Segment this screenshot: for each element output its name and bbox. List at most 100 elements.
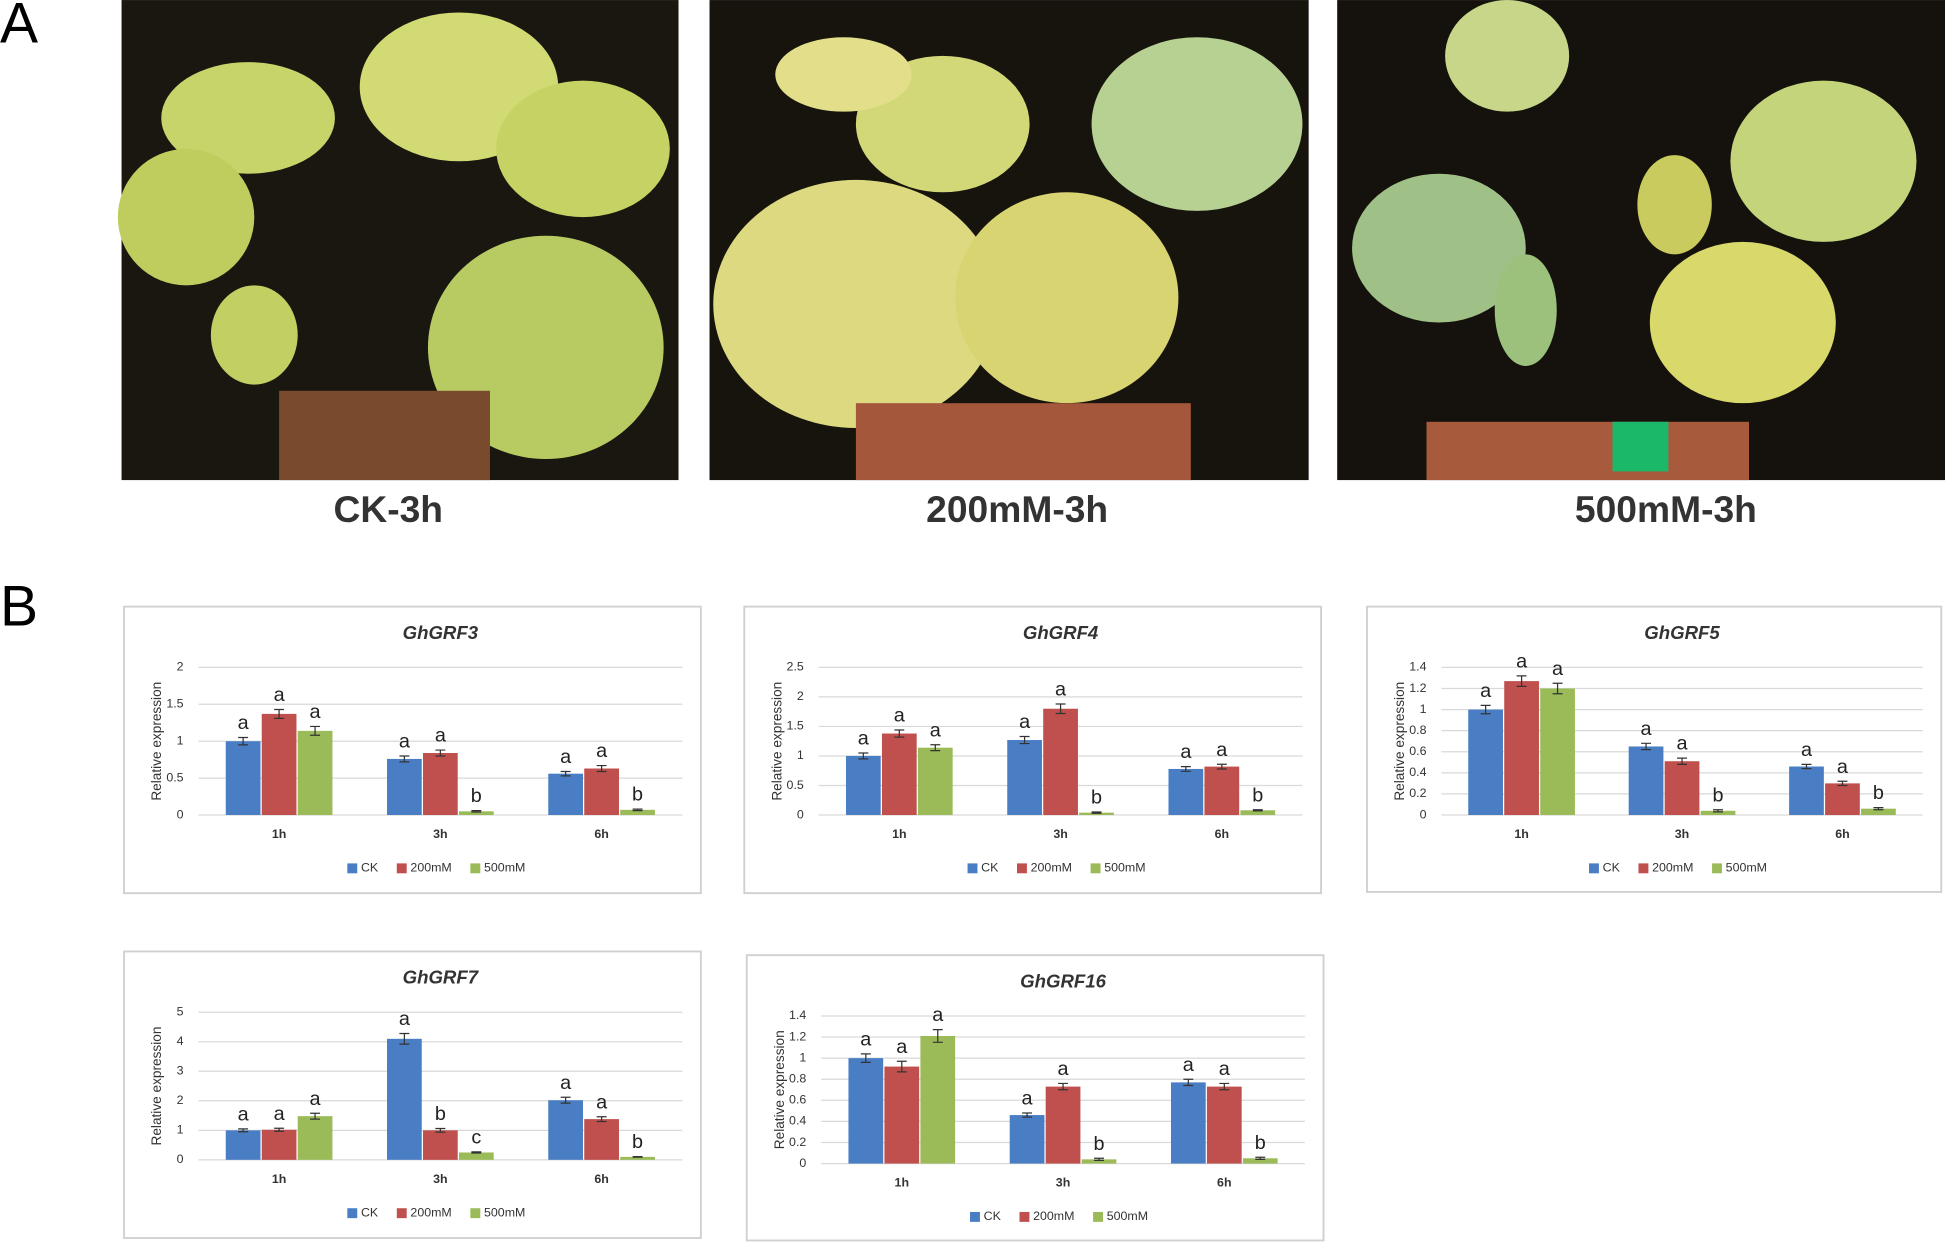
y-axis-label: Relative expression xyxy=(1392,682,1407,801)
y-tick-label: 0.4 xyxy=(1409,765,1426,779)
photo xyxy=(117,0,679,481)
y-tick-label: 0.2 xyxy=(789,1135,806,1149)
significance-letter: a xyxy=(1516,650,1528,672)
legend-label: CK xyxy=(361,1205,379,1219)
y-tick-label: 0 xyxy=(799,1156,806,1170)
error-bar xyxy=(894,729,905,738)
legend-swatch xyxy=(347,863,358,874)
significance-letter: a xyxy=(894,705,906,727)
error-bar xyxy=(274,708,285,719)
bar xyxy=(458,811,494,816)
bar xyxy=(1168,768,1204,816)
bar xyxy=(620,1156,655,1160)
bar xyxy=(387,758,422,816)
legend-label: 200mM xyxy=(410,861,451,875)
legend-label: 500mM xyxy=(1107,1209,1148,1223)
significance-letter: b xyxy=(435,1103,446,1125)
photo-caption: CK-3h xyxy=(333,488,443,530)
photo-caption: 500mM-3h xyxy=(1575,488,1757,530)
error-bar xyxy=(1873,807,1884,811)
chart-frame xyxy=(123,605,702,895)
significance-letter: a xyxy=(896,1036,908,1058)
significance-letter: b xyxy=(471,785,482,807)
significance-letter: a xyxy=(560,1072,572,1094)
error-bar xyxy=(560,1096,571,1104)
bar xyxy=(1204,766,1240,816)
error-bar xyxy=(930,744,941,752)
significance-letter: b xyxy=(632,1131,643,1153)
y-tick-label: 2 xyxy=(177,1093,184,1107)
bar xyxy=(1242,1158,1278,1164)
bar xyxy=(584,768,619,816)
error-bar xyxy=(310,725,321,736)
legend-label: CK xyxy=(1603,861,1621,875)
x-tick-label: 3h xyxy=(433,827,447,841)
error-bar xyxy=(1022,1112,1033,1118)
x-tick-label: 3h xyxy=(1053,827,1067,841)
significance-letter: a xyxy=(596,740,608,762)
significance-letter: a xyxy=(435,725,447,747)
bar xyxy=(1045,1086,1081,1164)
error-bar xyxy=(596,1116,607,1123)
y-tick-label: 1 xyxy=(177,733,184,747)
y-tick-label: 2 xyxy=(177,660,184,674)
legend-label: CK xyxy=(984,1209,1002,1223)
significance-letter: b xyxy=(1255,1132,1266,1154)
legend-swatch xyxy=(967,863,978,874)
y-tick-label: 4 xyxy=(177,1034,184,1048)
legend-swatch xyxy=(1588,863,1599,874)
legend-swatch xyxy=(970,1211,980,1222)
error-bar xyxy=(435,749,446,757)
error-bar xyxy=(1216,763,1227,770)
y-tick-label: 1.5 xyxy=(166,697,183,711)
legend-label: CK xyxy=(981,861,999,875)
significance-letter: a xyxy=(1641,718,1653,740)
significance-letter: a xyxy=(1022,1088,1034,1110)
error-bar xyxy=(1019,735,1030,745)
y-tick-label: 1.2 xyxy=(1409,681,1426,695)
legend-swatch xyxy=(470,1208,481,1219)
chart: GhGRF7 Relative expression 0 1 2 3 4 5 1h a a a 3h a b… xyxy=(123,950,702,1239)
bar xyxy=(1170,1082,1206,1164)
error-bar xyxy=(1055,703,1066,715)
error-bar xyxy=(1552,682,1563,695)
bar xyxy=(297,730,333,816)
bar xyxy=(1789,766,1824,816)
photo-caption: 200mM-3h xyxy=(926,488,1108,530)
bar xyxy=(584,1119,619,1160)
bar xyxy=(884,1066,920,1164)
y-axis-label: Relative expression xyxy=(769,682,784,801)
bar xyxy=(1043,708,1078,816)
error-bar xyxy=(238,736,249,746)
y-tick-label: 0.8 xyxy=(1409,723,1426,737)
chart: GhGRF4 Relative expression 0 0.5 1 1.5 2 2.5 1h a… xyxy=(743,605,1322,895)
significance-letter: a xyxy=(1019,711,1031,733)
significance-letter: a xyxy=(932,1004,944,1026)
significance-letter: b xyxy=(1094,1133,1105,1155)
legend-swatch xyxy=(396,863,407,874)
chart-title: GhGRF5 xyxy=(1644,622,1720,643)
error-bar xyxy=(932,1029,943,1043)
significance-letter: a xyxy=(238,712,250,734)
y-tick-label: 0 xyxy=(797,807,804,821)
error-bar xyxy=(858,752,869,760)
legend-swatch xyxy=(1017,863,1027,874)
significance-letter: a xyxy=(274,684,286,706)
y-tick-label: 1 xyxy=(177,1123,184,1137)
bar xyxy=(848,1058,884,1164)
legend-label: 500mM xyxy=(1104,861,1145,875)
error-bar xyxy=(1091,811,1102,814)
y-tick-label: 0.2 xyxy=(1409,786,1426,800)
error-bar xyxy=(860,1053,871,1063)
error-bar xyxy=(1641,742,1652,751)
error-bar xyxy=(632,808,643,812)
error-bar xyxy=(1837,780,1848,787)
legend-swatch xyxy=(1712,863,1722,874)
y-tick-label: 0.4 xyxy=(789,1114,806,1128)
legend-swatch xyxy=(1090,863,1101,874)
bar xyxy=(225,1130,261,1160)
significance-letter: a xyxy=(1552,658,1564,680)
y-tick-label: 3 xyxy=(177,1064,184,1078)
chart-title: GhGRF7 xyxy=(403,967,480,988)
legend-label: 200mM xyxy=(1031,861,1072,875)
